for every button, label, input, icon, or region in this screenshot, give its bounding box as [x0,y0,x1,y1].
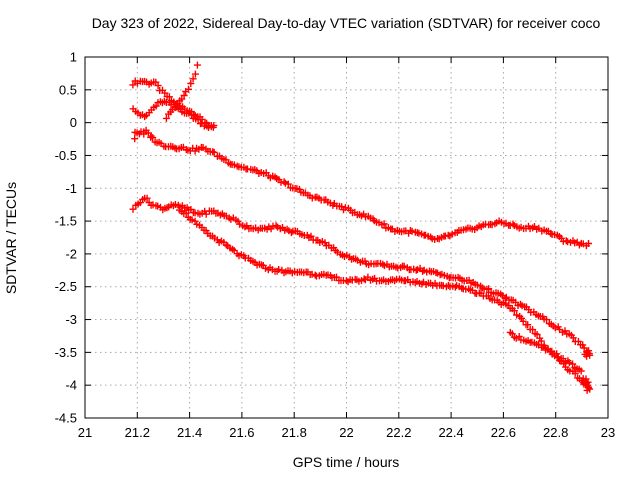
x-tick-label: 22.8 [543,425,568,440]
x-tick-label: 21.2 [125,425,150,440]
y-tick-label: -2.5 [55,279,77,294]
y-tick-label: 0.5 [59,82,77,97]
x-axis-label: GPS time / hours [293,454,400,470]
x-tick-label: 22.4 [438,425,463,440]
plot-border [84,56,609,419]
x-tick-label: 21.4 [177,425,202,440]
series-mid-arc [129,97,217,131]
grid-lines [85,57,608,418]
y-tick-label: -3 [65,312,77,327]
y-tick-label: -4.5 [55,411,77,426]
series-short-segment [506,328,585,375]
x-tick-label: 21 [78,425,92,440]
x-tick-label: 21.6 [229,425,254,440]
data-series [129,61,594,394]
series-lower-arc-2 [176,206,592,392]
chart-title: Day 323 of 2022, Sidereal Day-to-day VTE… [92,15,601,31]
series-end-pileup [579,347,594,394]
x-tick-label: 23 [601,425,615,440]
series-main-arc [131,126,592,250]
y-tick-label: -1.5 [55,214,77,229]
x-tick-label: 22.2 [386,425,411,440]
y-tick-label: -4 [65,378,77,393]
y-axis-label: SDTVAR / TECUs [3,182,19,294]
y-tick-label: 1 [70,50,77,65]
tick-labels: 21 21.2 21.4 21.6 21.8 22 22.2 22.4 22.6 22.8 23 1 0… [55,50,616,441]
y-tick-label: 0 [70,115,77,130]
series-ascending-arc [162,61,201,122]
y-tick-label: -2 [65,246,77,261]
y-tick-label: -3.5 [55,345,77,360]
x-tick-label: 21.8 [282,425,307,440]
series-stray-points [131,130,155,143]
y-tick-label: -0.5 [55,148,77,163]
series-lower-arc-1 [129,194,593,358]
x-tick-label: 22.6 [491,425,516,440]
y-tick-label: -1 [65,181,77,196]
axis-ticks [84,56,609,419]
x-tick-label: 22 [339,425,353,440]
